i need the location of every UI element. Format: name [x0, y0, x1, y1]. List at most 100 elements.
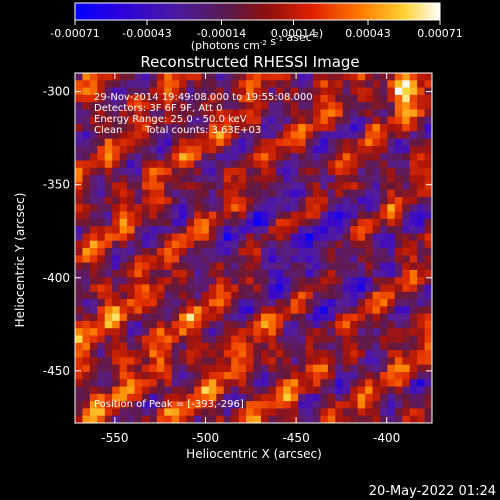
heatmap-cell [365, 328, 374, 337]
heatmap-cell [104, 415, 113, 423]
heatmap-cell [156, 73, 165, 81]
heatmap-cell [260, 342, 269, 351]
heatmap-cell [179, 248, 188, 256]
heatmap-cell [201, 291, 210, 300]
heatmap-cell [342, 94, 351, 103]
heatmap-cell [104, 291, 113, 300]
heatmap-cell [119, 306, 128, 315]
heatmap-cell [260, 291, 269, 300]
heatmap-cell [379, 415, 388, 423]
heatmap-cell [275, 175, 284, 183]
heatmap-cell [238, 393, 247, 402]
heatmap-cell [409, 262, 418, 271]
heatmap-cell [260, 299, 269, 307]
heatmap-cell [82, 116, 91, 125]
heatmap-cell [208, 408, 217, 417]
heatmap-cell [283, 160, 292, 169]
heatmap-cell [275, 342, 284, 351]
heatmap-cell [409, 131, 418, 140]
heatmap-cell [283, 226, 292, 235]
heatmap-cell [194, 182, 203, 191]
heatmap-cell [231, 255, 240, 264]
heatmap-cell [89, 102, 98, 111]
heatmap-cell [156, 248, 165, 256]
heatmap-cell [305, 87, 314, 96]
heatmap-cell [350, 291, 359, 300]
heatmap-cell [313, 87, 322, 96]
heatmap-cell [179, 182, 188, 191]
heatmap-cell [201, 320, 210, 329]
heatmap-cell [97, 73, 106, 81]
heatmap-cell [179, 160, 188, 169]
heatmap-cell [387, 196, 396, 205]
heatmap-cell [260, 182, 269, 191]
heatmap-cell [305, 211, 314, 220]
heatmap-cell [372, 233, 381, 242]
heatmap-cell [246, 262, 255, 271]
heatmap-cell [201, 145, 210, 154]
heatmap-cell [208, 175, 217, 183]
heatmap-cell [156, 306, 165, 315]
heatmap-cell [409, 109, 418, 118]
heatmap-cell [97, 233, 106, 242]
heatmap-cell [164, 153, 173, 162]
heatmap-cell [186, 299, 195, 307]
heatmap-cell [112, 350, 121, 358]
heatmap-cell [424, 379, 432, 388]
heatmap-cell [208, 116, 217, 125]
heatmap-cell [342, 364, 351, 373]
heatmap-cell [275, 248, 284, 256]
heatmap-cell [201, 269, 210, 278]
heatmap-cell [424, 415, 432, 423]
heatmap-cell [260, 240, 269, 249]
heatmap-cell [283, 248, 292, 256]
heatmap-cell [149, 299, 158, 307]
heatmap-cell [379, 342, 388, 351]
heatmap-cell [194, 80, 203, 89]
heatmap-cell [89, 415, 98, 423]
heatmap-cell [290, 342, 299, 351]
heatmap-cell [290, 255, 299, 264]
heatmap-cell [208, 153, 217, 162]
heatmap-cell [268, 196, 277, 205]
heatmap-cell [387, 415, 396, 423]
heatmap-cell [275, 153, 284, 162]
heatmap-cell [357, 357, 366, 366]
heatmap-cell [268, 73, 277, 81]
heatmap-cell [283, 145, 292, 154]
heatmap-cell [89, 240, 98, 249]
heatmap-cell [305, 415, 314, 423]
heatmap-cell [238, 342, 247, 351]
heatmap-cell [141, 153, 150, 162]
heatmap-cell [402, 138, 411, 147]
heatmap-cell [104, 379, 113, 388]
heatmap-cell [424, 313, 432, 322]
heatmap-cell [342, 211, 351, 220]
heatmap-cell [171, 211, 180, 220]
heatmap-cell [313, 269, 322, 278]
heatmap-cell [305, 386, 314, 395]
heatmap-cell [75, 124, 84, 132]
heatmap-cell [179, 94, 188, 103]
heatmap-cell [179, 291, 188, 300]
heatmap-cell [216, 320, 225, 329]
heatmap-cell [208, 189, 217, 198]
heatmap-cell [402, 379, 411, 388]
heatmap-cell [379, 116, 388, 125]
heatmap-cell [179, 109, 188, 118]
heatmap-cell [179, 386, 188, 395]
heatmap-cell [275, 87, 284, 96]
heatmap-cell [275, 357, 284, 366]
heatmap-cell [275, 401, 284, 410]
heatmap-cell [75, 269, 84, 278]
heatmap-cell [268, 131, 277, 140]
heatmap-cell [357, 189, 366, 198]
heatmap-cell [201, 393, 210, 402]
heatmap-cell [119, 102, 128, 111]
heatmap-cell [179, 233, 188, 242]
heatmap-cell [97, 262, 106, 271]
heatmap-cell [275, 167, 284, 176]
heatmap-cell [134, 211, 143, 220]
heatmap-cell [75, 364, 84, 373]
heatmap-cell [275, 313, 284, 322]
